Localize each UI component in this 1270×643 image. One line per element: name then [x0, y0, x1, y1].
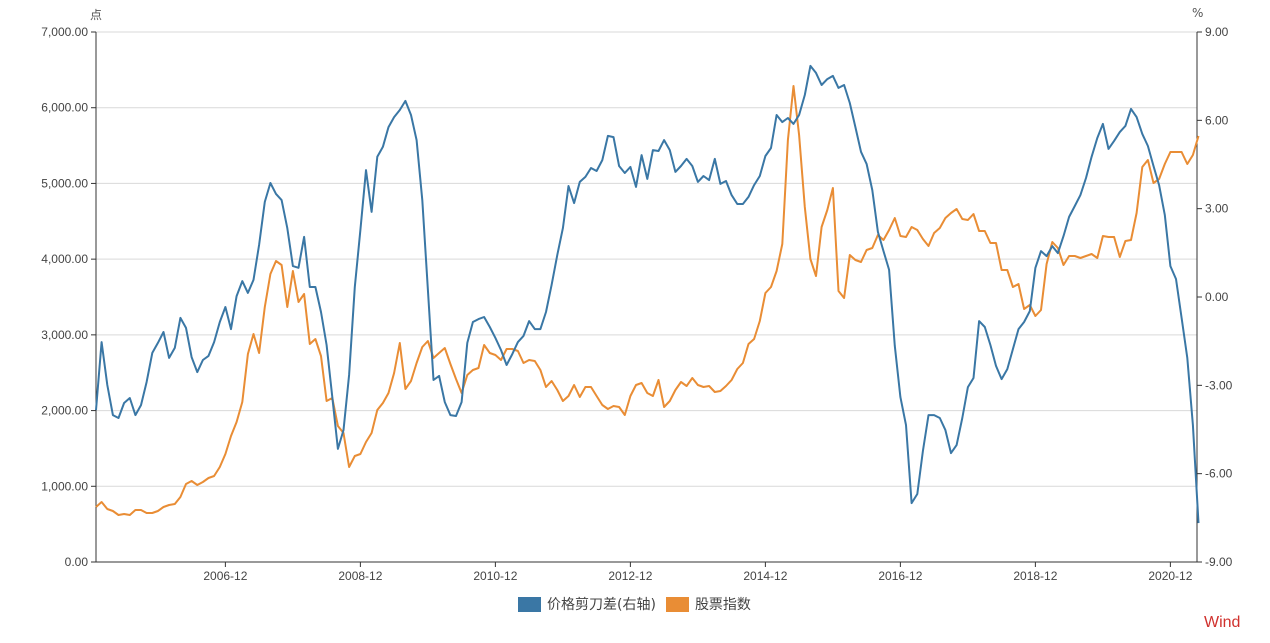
right-axis-tick-label: 3.00 — [1205, 202, 1229, 216]
x-axis-tick-label: 2018-12 — [1013, 569, 1057, 583]
legend-item-scissors[interactable]: 价格剪刀差(右轴) — [518, 594, 656, 614]
x-axis-tick-label: 2014-12 — [743, 569, 787, 583]
legend-swatch-orange — [665, 596, 689, 612]
right-axis-tick-label: -3.00 — [1205, 378, 1233, 392]
right-axis-unit: % — [1192, 6, 1204, 20]
series-line-price-scissors — [95, 64, 1200, 524]
x-axis-tick-label: 2012-12 — [608, 569, 652, 583]
x-axis-tick-label: 2010-12 — [473, 569, 517, 583]
left-axis-tick-label: 0.00 — [65, 555, 89, 569]
left-axis-tick-label: 1,000.00 — [41, 479, 88, 493]
right-axis-tick-label: 9.00 — [1205, 25, 1229, 39]
left-axis-tick-label: 4,000.00 — [41, 252, 88, 266]
x-axis-tick-label: 2020-12 — [1148, 569, 1192, 583]
right-axis-tick-label: 6.00 — [1205, 113, 1229, 127]
legend-swatch-blue — [518, 596, 541, 612]
left-axis-tick-label: 7,000.00 — [41, 25, 88, 39]
legend-label: 股票指数 — [694, 597, 751, 613]
legend-item-stock-index[interactable]: 股票指数 — [665, 594, 751, 614]
legend: 价格剪刀差(右轴) 股票指数 — [518, 594, 761, 614]
left-axis-tick-label: 5,000.00 — [41, 176, 88, 190]
right-axis-tick-label: -6.00 — [1205, 467, 1233, 481]
left-axis-tick-label: 6,000.00 — [41, 101, 88, 115]
left-axis-tick-label: 3,000.00 — [41, 328, 88, 342]
right-axis-tick-label: 0.00 — [1205, 290, 1229, 304]
left-axis-tick-label: 2,000.00 — [41, 404, 88, 418]
x-axis-tick-label: 2008-12 — [338, 569, 382, 583]
legend-label: 价格剪刀差(右轴) — [547, 597, 656, 613]
series-line-stock-index — [95, 85, 1200, 516]
x-axis-tick-label: 2006-12 — [203, 569, 247, 583]
x-axis-tick-label: 2016-12 — [878, 569, 922, 583]
left-axis-unit: 点 — [90, 8, 103, 22]
wind-watermark: Wind — [1204, 614, 1241, 631]
right-axis-tick-label: -9.00 — [1205, 555, 1233, 569]
